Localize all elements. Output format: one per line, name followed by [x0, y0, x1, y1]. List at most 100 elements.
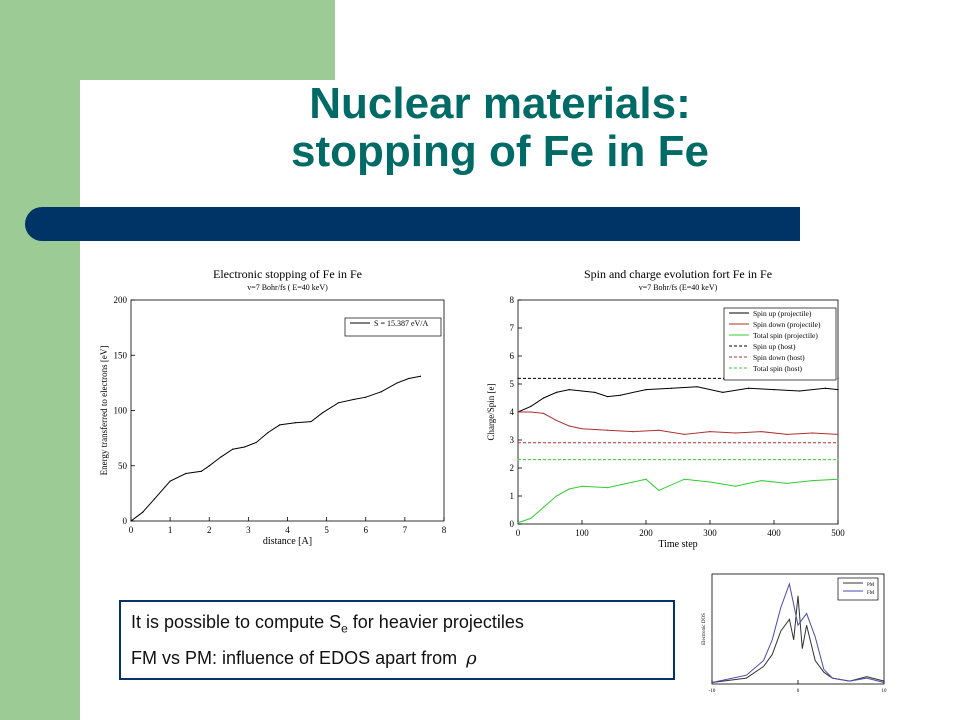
data-point [581, 390, 583, 392]
decor-navy-bar [25, 207, 800, 241]
data-point [232, 448, 234, 450]
x-tick-label: 0 [516, 528, 521, 538]
legend-label: Total spin (host) [753, 364, 803, 373]
data-point [353, 398, 355, 401]
data-point [153, 498, 156, 500]
series-line-2 [711, 582, 885, 683]
data-point [380, 391, 382, 393]
x-axis-label: Time step [658, 539, 697, 550]
data-point [837, 442, 839, 444]
series-line-2 [518, 411, 839, 435]
data-point [200, 470, 203, 472]
series-line-1 [711, 595, 885, 683]
series-line-1 [130, 375, 421, 522]
data-point [607, 429, 609, 431]
data-point [735, 432, 737, 434]
data-point [607, 396, 609, 398]
data-point [658, 429, 660, 431]
note-line-2: FM vs PM: influence of EDOS apart from ρ [131, 648, 477, 669]
x-tick-label: 400 [767, 528, 781, 538]
data-point [837, 478, 839, 480]
data-point [722, 391, 724, 393]
data-point [581, 485, 583, 487]
data-point [543, 506, 545, 508]
data-point [408, 377, 410, 380]
x-tick-label: 100 [575, 528, 589, 538]
legend-box [837, 577, 879, 601]
legend-label: Spin down (host) [753, 353, 805, 362]
data-point [709, 481, 711, 483]
data-point [735, 485, 737, 487]
y-tick-label: 0 [123, 516, 128, 526]
y-tick-label: 7 [510, 323, 515, 333]
y-tick-label: 2 [510, 463, 515, 473]
y-tick-label: 1 [510, 491, 515, 501]
slide-title-line2: stopping of Fe in Fe [291, 127, 709, 176]
data-point [322, 412, 324, 414]
data-point [632, 481, 634, 483]
data-point [220, 456, 222, 458]
y-tick-label: 4 [510, 407, 515, 417]
chart-subtitle: v=7 Bohr/fs (E=40 keV) [639, 283, 718, 292]
series-line-3 [517, 478, 839, 524]
x-tick-label: 4 [285, 525, 290, 535]
data-point [530, 411, 532, 413]
data-point [555, 495, 557, 497]
x-tick-label: 0 [797, 689, 800, 692]
data-point [607, 487, 609, 489]
chart-title: Electronic stopping of Fe in Fe [213, 267, 362, 281]
data-point [130, 520, 132, 522]
data-point [837, 389, 839, 391]
data-point [760, 480, 762, 482]
data-point [517, 522, 519, 524]
data-point [517, 459, 519, 461]
data-point [837, 433, 839, 435]
x-tick-label: 2 [207, 525, 212, 535]
x-tick-label: 7 [403, 525, 408, 535]
legend-box [723, 307, 837, 381]
data-point [658, 489, 660, 491]
data-point [530, 517, 532, 519]
data-point [555, 419, 557, 421]
data-point [619, 394, 621, 396]
data-point [267, 432, 269, 434]
data-point [683, 478, 685, 480]
data-point [517, 442, 519, 444]
legend-label: S = 15.387 eV/A [374, 319, 429, 328]
spin-charge-chart: Spin and charge evolution fort Fe in Fe v… [486, 267, 845, 550]
series-line-1 [517, 386, 839, 413]
data-point [294, 422, 296, 424]
note-line-2-text: FM vs PM: influence of EDOS apart from [131, 648, 463, 668]
x-axis-label: distance [A] [263, 536, 312, 547]
data-point [632, 431, 634, 433]
data-point [169, 480, 171, 482]
data-point [142, 511, 144, 513]
data-point [671, 387, 673, 389]
electronic-stopping-chart: Electronic stopping of Fe in Fe v=7 Bohr/… [99, 267, 447, 547]
data-point [824, 387, 826, 389]
x-tick-label: 0 [129, 525, 134, 535]
data-point [568, 425, 570, 427]
legend-label: Spin down (projectile) [753, 320, 821, 329]
x-tick-label: 5 [324, 525, 329, 535]
data-point [365, 396, 367, 398]
x-tick-label: 8 [442, 525, 447, 535]
legend-label: Spin up (host) [753, 342, 796, 351]
data-point [799, 390, 801, 392]
data-point [837, 459, 839, 461]
legend-label: FM [867, 591, 875, 596]
data-point [543, 397, 545, 399]
data-point [837, 377, 839, 379]
data-point [396, 382, 398, 384]
data-point [747, 387, 749, 389]
note-line-1-subscript: e [341, 621, 348, 636]
data-point [543, 412, 545, 414]
data-point [419, 375, 422, 377]
note-line-1: It is possible to compute Se for heavier… [131, 612, 524, 636]
data-point [786, 433, 788, 435]
x-tick-label: 300 [703, 528, 717, 538]
data-point [337, 402, 339, 404]
data-point [243, 446, 246, 448]
note-line-1-tail: for heavier projectiles [347, 612, 524, 632]
